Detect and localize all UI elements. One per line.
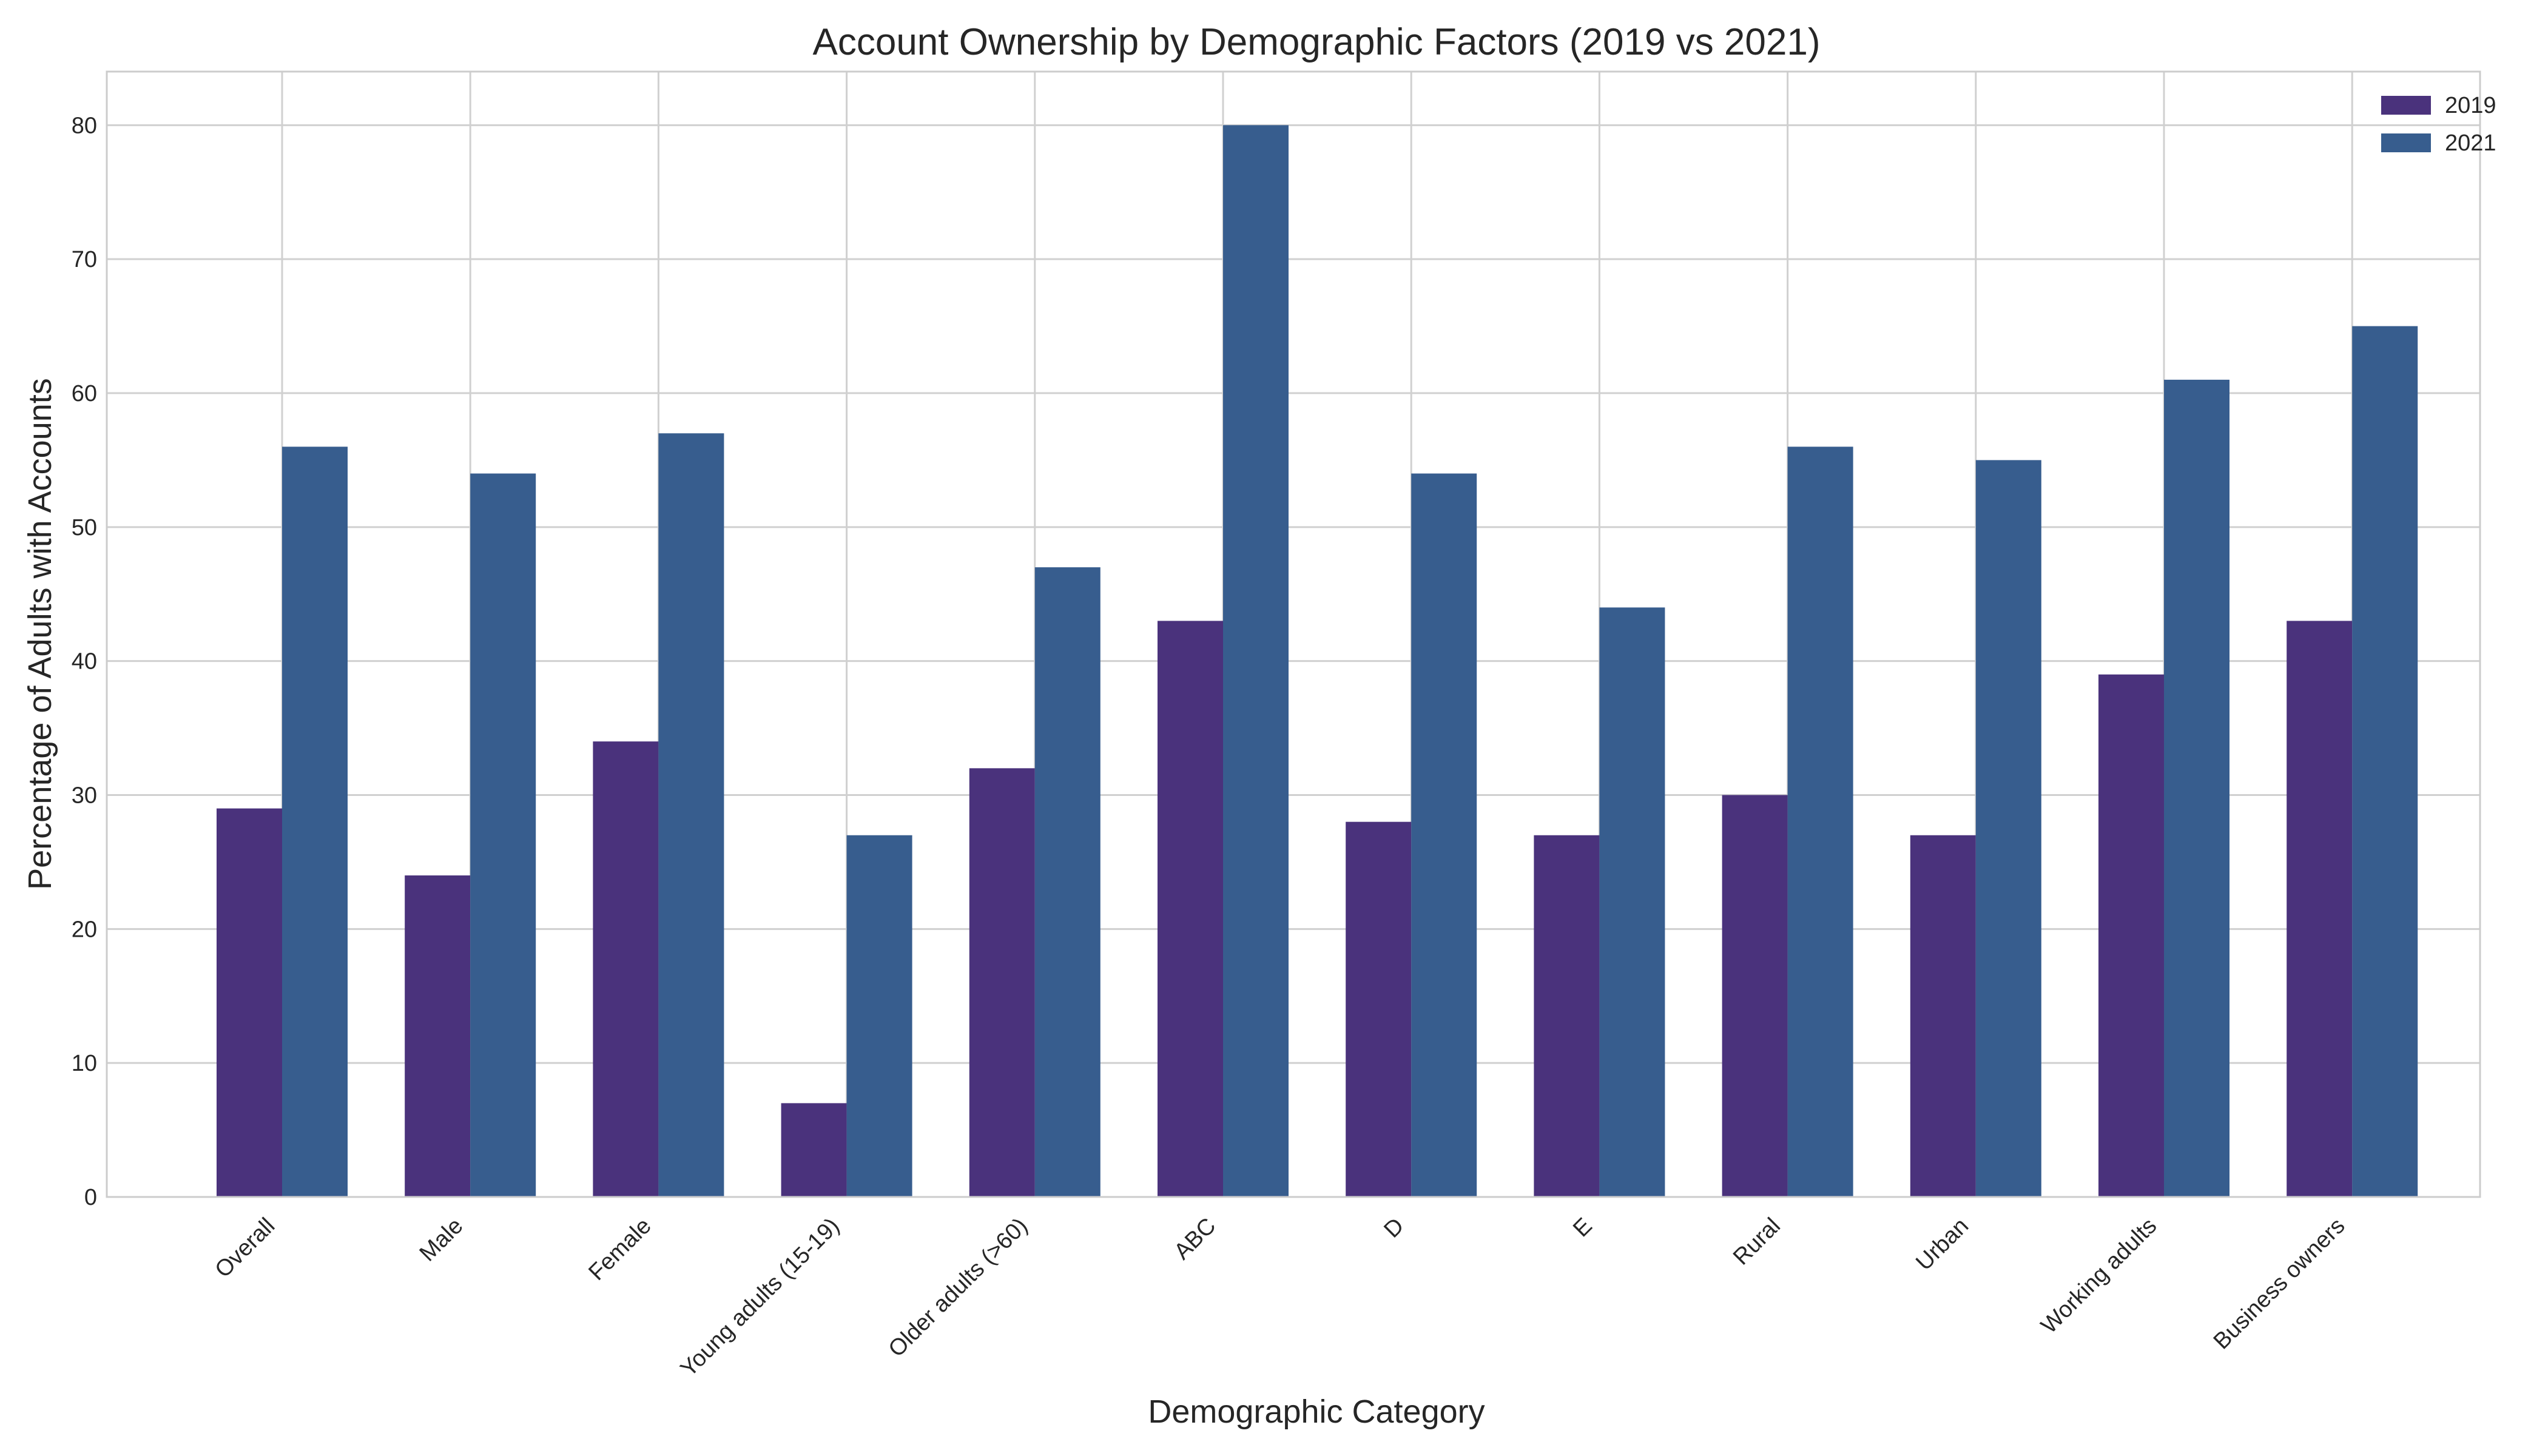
x-tick-label: Female <box>584 1213 656 1286</box>
x-tick-label: Young adults (15-19) <box>676 1213 844 1382</box>
legend-label-2019: 2019 <box>2445 93 2496 118</box>
bar-2019-female <box>593 741 659 1197</box>
bar-2019-abc <box>1158 621 1223 1197</box>
bar-2021-e <box>1599 607 1665 1197</box>
x-axis-ticks: Overall Male Female Young adults (15-19) Old… <box>211 1213 2350 1382</box>
bar-2021-business-owners <box>2352 326 2418 1198</box>
y-tick-label: 40 <box>72 649 97 675</box>
legend-swatch-2019 <box>2381 96 2431 115</box>
bar-2021-male <box>470 473 536 1197</box>
x-tick-label: Overall <box>211 1213 280 1283</box>
y-axis-label: Percentage of Adults with Accounts <box>22 378 58 890</box>
bar-2021-d <box>1411 473 1477 1197</box>
bar-2019-young-adults-15-19 <box>781 1103 847 1197</box>
x-tick-label: ABC <box>1169 1213 1221 1265</box>
bar-2021-abc <box>1223 125 1289 1197</box>
y-tick-label: 50 <box>72 515 97 541</box>
x-tick-label: E <box>1568 1213 1597 1242</box>
bar-2019-working-adults <box>2098 674 2164 1197</box>
x-axis-label: Demographic Category <box>1148 1394 1485 1430</box>
x-tick-label: Male <box>415 1213 468 1267</box>
x-tick-label: Older adults (>60) <box>884 1213 1033 1363</box>
bars <box>217 125 2418 1198</box>
y-tick-label: 30 <box>72 783 97 809</box>
y-tick-label: 60 <box>72 381 97 406</box>
legend-swatch-2021 <box>2381 133 2431 152</box>
x-tick-label: Rural <box>1728 1213 1785 1270</box>
y-tick-label: 0 <box>84 1185 97 1210</box>
bar-2021-rural <box>1787 447 1853 1198</box>
bar-2021-working-adults <box>2164 379 2230 1197</box>
bar-2019-d <box>1346 821 1412 1197</box>
x-tick-label: Business owners <box>2209 1213 2350 1355</box>
bar-2021-urban <box>1975 460 2041 1197</box>
bar-2019-e <box>1534 835 1600 1197</box>
y-tick-label: 70 <box>72 247 97 272</box>
chart-title: Account Ownership by Demographic Factors… <box>812 21 1820 63</box>
bar-2019-male <box>405 875 471 1197</box>
bar-2019-rural <box>1722 795 1788 1197</box>
bar-2021-young-adults-15-19 <box>846 835 912 1197</box>
y-tick-label: 10 <box>72 1051 97 1076</box>
bar-2019-business-owners <box>2287 621 2353 1197</box>
bar-2021-overall <box>282 447 348 1198</box>
legend: 2019 2021 <box>2381 93 2496 156</box>
bar-2021-older-adults-60 <box>1034 567 1100 1198</box>
legend-label-2021: 2021 <box>2445 130 2496 156</box>
y-tick-label: 80 <box>72 113 97 138</box>
x-tick-label: Urban <box>1911 1213 1973 1276</box>
bar-2019-overall <box>217 808 282 1197</box>
y-tick-label: 20 <box>72 917 97 942</box>
plot-frame <box>106 70 2481 1198</box>
bar-2021-female <box>658 433 724 1197</box>
x-tick-label: Working adults <box>2036 1213 2162 1339</box>
x-tick-label: D <box>1379 1213 1409 1243</box>
bar-2019-urban <box>1910 835 1976 1197</box>
y-axis-ticks: 0 10 20 30 40 50 60 70 80 <box>72 113 97 1210</box>
bar-2019-older-adults-60 <box>969 768 1035 1197</box>
